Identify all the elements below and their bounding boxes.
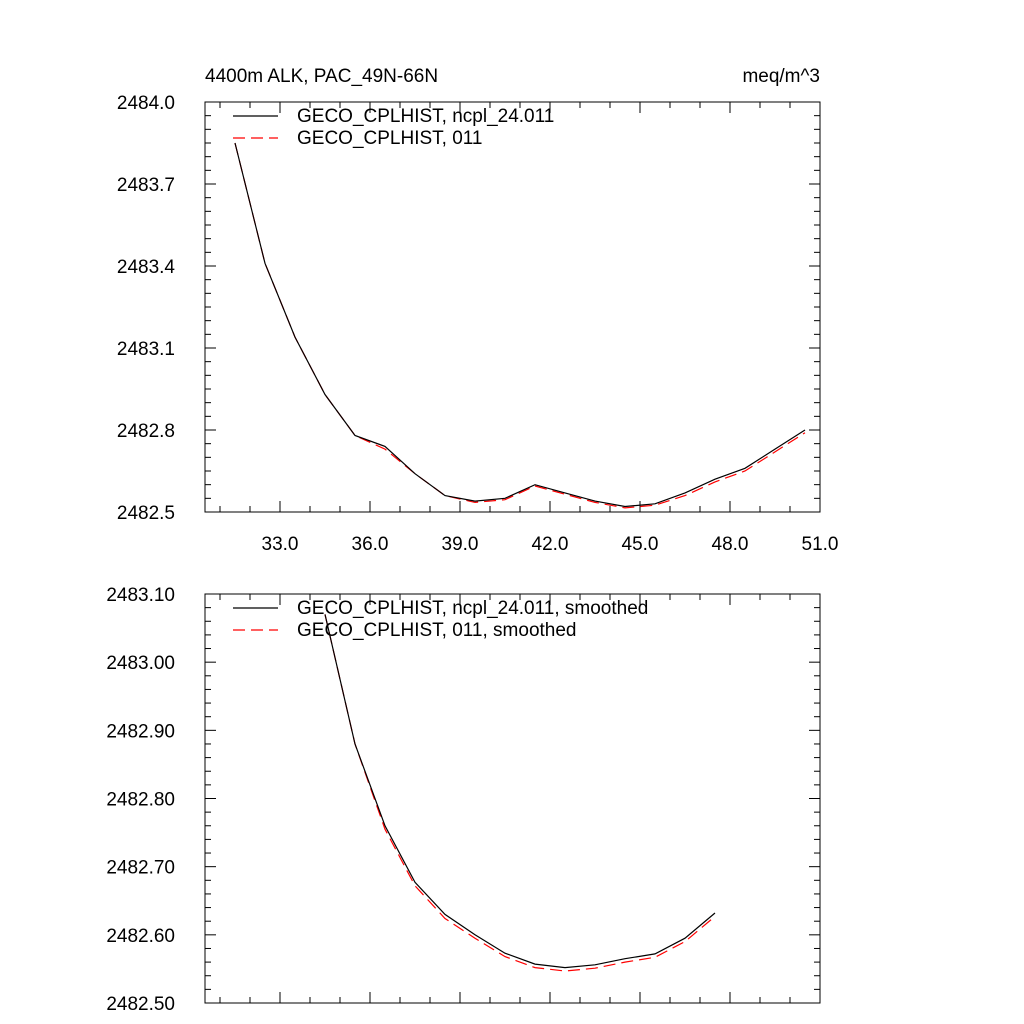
y-tick-label: 2483.4 (117, 257, 176, 278)
x-tick-label: 36.0 (352, 534, 389, 555)
x-tick-label: 51.0 (802, 534, 839, 555)
x-tick-label: 48.0 (712, 534, 749, 555)
plot-frame (204, 101, 821, 513)
y-tick-label: 2484.0 (117, 93, 175, 114)
x-tick-label: 33.0 (262, 534, 299, 555)
chart-title: 4400m ALK, PAC_49N-66N (205, 66, 438, 87)
y-tick-label: 2483.1 (117, 339, 175, 360)
y-tick-label: 2482.60 (106, 926, 175, 947)
y-tick-label: 2482.80 (106, 790, 175, 811)
legend-label: GECO_CPLHIST, 011 (297, 128, 483, 149)
bottom-panel: 2482.50 2482.60 2482.70 2482.80 2482.90 2483.… (106, 585, 821, 1015)
y-tick-label: 2482.90 (106, 721, 175, 742)
series-line (234, 142, 806, 508)
top-panel: 4400m ALK, PAC_49N-66N meq/m^3 33.0 36.0 3… (117, 66, 839, 555)
legend-label: GECO_CPLHIST, 011, smoothed (297, 620, 577, 641)
y-tick-label: 2483.10 (106, 585, 175, 606)
x-tick-label: 45.0 (622, 534, 659, 555)
legend-label: GECO_CPLHIST, ncpl_24.011 (297, 106, 554, 127)
y-tick-label: 2482.70 (106, 858, 175, 879)
x-tick-label: 39.0 (442, 534, 479, 555)
y-tick-label: 2482.8 (117, 421, 175, 442)
y-tick-label: 2482.50 (106, 994, 175, 1015)
y-tick-label: 2483.7 (117, 175, 175, 196)
series-line (324, 614, 716, 969)
x-tick-label: 42.0 (532, 534, 569, 555)
y-tick-label: 2483.00 (106, 653, 175, 674)
series-line (234, 142, 806, 509)
plot-frame (204, 593, 821, 1004)
series-line (324, 614, 716, 972)
units-label: meq/m^3 (742, 66, 820, 87)
y-tick-label: 2482.5 (117, 503, 175, 524)
legend-label: GECO_CPLHIST, ncpl_24.011, smoothed (297, 598, 648, 619)
